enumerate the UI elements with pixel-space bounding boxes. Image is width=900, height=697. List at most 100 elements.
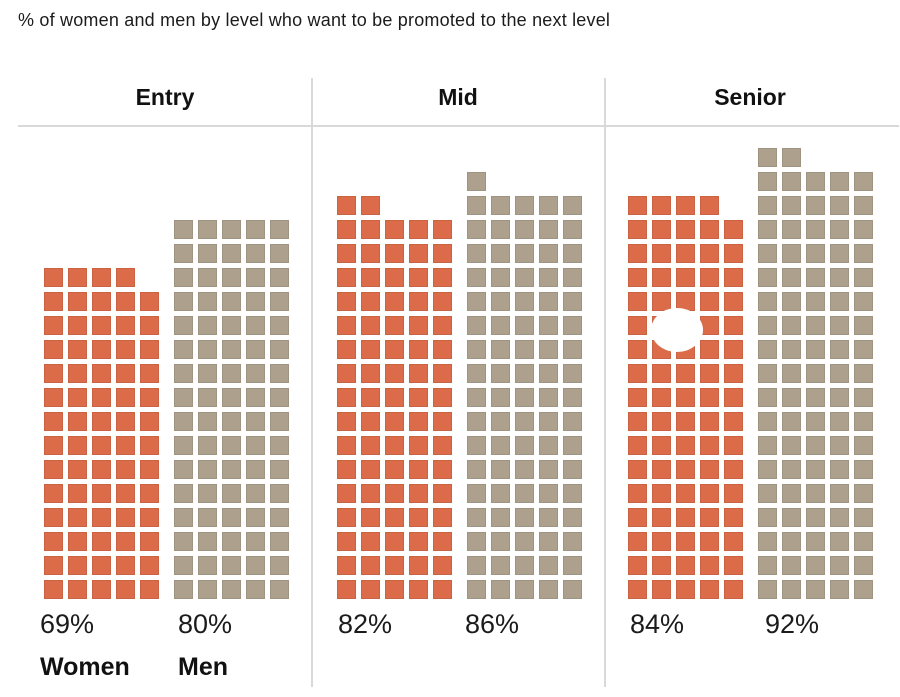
unit-square-men [563, 508, 582, 527]
unit-square-men [806, 292, 825, 311]
unit-square-women [724, 508, 743, 527]
unit-square-men [758, 244, 777, 263]
unit-square-men [174, 436, 193, 455]
unit-square-men [270, 412, 289, 431]
chart-title: % of women and men by level who want to … [18, 10, 611, 30]
waffle-row [337, 436, 452, 455]
unit-square-men [782, 196, 801, 215]
unit-square-men [758, 364, 777, 383]
unit-square-men [758, 340, 777, 359]
unit-square-men [758, 436, 777, 455]
unit-square-men [246, 364, 265, 383]
unit-square-women [676, 364, 695, 383]
unit-square-men [806, 580, 825, 599]
unit-square-women [337, 220, 356, 239]
unit-square-men [222, 460, 241, 479]
unit-square-women [628, 436, 647, 455]
unit-square-men [830, 220, 849, 239]
waffle-row [44, 460, 159, 479]
unit-square-women [68, 532, 87, 551]
unit-square-women [116, 340, 135, 359]
unit-square-men [198, 364, 217, 383]
unit-square-men [830, 172, 849, 191]
unit-square-men [830, 556, 849, 575]
waffle-row [44, 412, 159, 431]
unit-square-women [68, 388, 87, 407]
unit-square-women [433, 340, 452, 359]
unit-square-men [806, 388, 825, 407]
waffle-row [467, 412, 582, 431]
unit-square-men [222, 340, 241, 359]
unit-square-men [467, 196, 486, 215]
unit-square-men [539, 508, 558, 527]
waffle-row [174, 220, 289, 239]
unit-square-men [854, 172, 873, 191]
waffle-row [758, 268, 873, 287]
unit-square-women [433, 388, 452, 407]
unit-square-women [337, 268, 356, 287]
unit-square-women [385, 340, 404, 359]
value-label-mid-men: 86% [465, 609, 520, 639]
unit-square-men [491, 364, 510, 383]
unit-square-women [700, 580, 719, 599]
unit-square-men [830, 412, 849, 431]
unit-square-men [806, 340, 825, 359]
unit-square-women [676, 292, 695, 311]
unit-square-women [92, 364, 111, 383]
unit-square-women [385, 460, 404, 479]
unit-square-women [700, 460, 719, 479]
unit-square-men [854, 484, 873, 503]
unit-square-women [700, 412, 719, 431]
unit-square-women [628, 532, 647, 551]
unit-square-men [467, 172, 486, 191]
unit-square-women [385, 436, 404, 455]
unit-square-men [246, 580, 265, 599]
unit-square-women [337, 532, 356, 551]
waffle-row [174, 316, 289, 335]
unit-square-women [676, 244, 695, 263]
unit-square-men [222, 388, 241, 407]
unit-square-men [806, 316, 825, 335]
unit-square-men [854, 580, 873, 599]
unit-square-women [385, 484, 404, 503]
unit-square-men [830, 316, 849, 335]
unit-square-women [44, 268, 63, 287]
waffle-row [44, 292, 159, 311]
unit-square-men [782, 268, 801, 287]
unit-square-men [174, 412, 193, 431]
waffle-row [467, 172, 582, 191]
unit-square-women [92, 484, 111, 503]
value-label-entry-men: 80% [178, 609, 233, 639]
unit-square-men [174, 388, 193, 407]
unit-square-men [806, 556, 825, 575]
unit-square-women [628, 268, 647, 287]
unit-square-women [409, 244, 428, 263]
unit-square-men [270, 388, 289, 407]
unit-square-men [270, 556, 289, 575]
unit-square-women [628, 388, 647, 407]
unit-square-women [337, 556, 356, 575]
unit-square-men [246, 268, 265, 287]
unit-square-women [628, 220, 647, 239]
waffle-row [174, 292, 289, 311]
waffle-row [174, 436, 289, 455]
unit-square-women [337, 364, 356, 383]
unit-square-men [246, 220, 265, 239]
unit-square-men [854, 292, 873, 311]
unit-square-men [563, 340, 582, 359]
unit-square-men [758, 268, 777, 287]
waffle-row [174, 460, 289, 479]
unit-square-women [116, 412, 135, 431]
waffle-row [628, 244, 743, 263]
unit-square-women [361, 244, 380, 263]
waffle-row [628, 532, 743, 551]
unit-square-men [806, 508, 825, 527]
waffle-row [758, 172, 873, 191]
waffle-row [44, 580, 159, 599]
unit-square-women [140, 412, 159, 431]
unit-square-women [68, 580, 87, 599]
unit-square-women [92, 268, 111, 287]
unit-square-women [92, 460, 111, 479]
unit-square-women [433, 508, 452, 527]
unit-square-men [782, 220, 801, 239]
